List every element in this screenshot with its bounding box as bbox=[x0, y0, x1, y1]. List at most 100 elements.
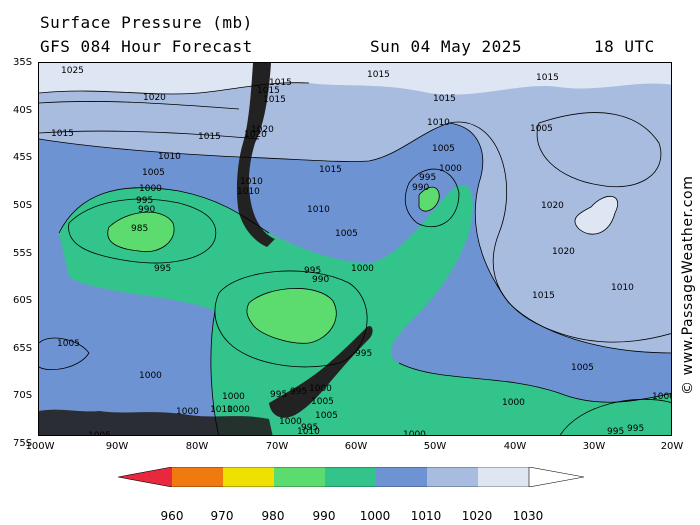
isobar-label: 1015 bbox=[319, 165, 342, 175]
colorbar-label: 980 bbox=[261, 509, 285, 523]
lon-label: 30W bbox=[582, 441, 606, 452]
isobar-label: 1000 bbox=[139, 371, 162, 381]
isobar-label: 1010 bbox=[237, 187, 260, 197]
isobar-label: 995 bbox=[627, 424, 644, 434]
isobar-label: 1000 bbox=[439, 164, 462, 174]
fill-990-north bbox=[419, 187, 440, 212]
isobar-label: 1015 bbox=[367, 70, 390, 80]
isobar-label: 1000 bbox=[403, 430, 426, 436]
isobar-label: 995 bbox=[290, 387, 307, 397]
land-antarctic-coast bbox=[39, 409, 273, 435]
colorbar-segment-990 bbox=[274, 467, 325, 487]
lon-label: 70W bbox=[265, 441, 289, 452]
isobar-label: 1000 bbox=[351, 264, 374, 274]
map-title: Surface Pressure (mb) bbox=[40, 13, 253, 32]
fill-1005-pocket bbox=[39, 338, 89, 370]
isobar-label: 1005 bbox=[571, 363, 594, 373]
isobar-label: 1005 bbox=[335, 229, 358, 239]
colorbar-label: 1030 bbox=[512, 509, 544, 523]
colorbar-label: 1020 bbox=[461, 509, 493, 523]
site-credit: © www.PassageWeather.com bbox=[680, 175, 696, 395]
isobar-label: 1015 bbox=[536, 73, 559, 83]
colorbar-label: 1010 bbox=[410, 509, 442, 523]
isobar-label: 1010 bbox=[210, 405, 233, 415]
isobar-label: 1005 bbox=[142, 168, 165, 178]
isobar-label: 1010 bbox=[307, 205, 330, 215]
isobar-label: 1015 bbox=[51, 129, 74, 139]
isobar-label: 1000 bbox=[652, 392, 672, 402]
isobar-label: 1000 bbox=[176, 407, 199, 417]
isobar-label: 1000 bbox=[502, 398, 525, 408]
isobar-label: 990 bbox=[312, 275, 329, 285]
isobar-label: 1020 bbox=[251, 125, 274, 135]
isobar-label: 1010 bbox=[240, 177, 263, 187]
colorbar bbox=[118, 467, 584, 487]
isobar-label: 1005 bbox=[311, 397, 334, 407]
lon-label: 60W bbox=[344, 441, 368, 452]
lat-label: 60S bbox=[13, 295, 33, 306]
colorbar-label: 970 bbox=[210, 509, 234, 523]
isobar-label: 1005 bbox=[88, 431, 111, 436]
colorbar-segment-1030 bbox=[478, 467, 529, 487]
isobar-label: 1015 bbox=[198, 132, 221, 142]
colorbar-arrow-high bbox=[528, 467, 584, 487]
land-south-america bbox=[236, 63, 275, 247]
lon-label: 50W bbox=[423, 441, 447, 452]
isobar-label: 1015 bbox=[532, 291, 555, 301]
isobar-label: 995 bbox=[154, 264, 171, 274]
isobar-label: 990 bbox=[138, 205, 155, 215]
lon-label: 20W bbox=[660, 441, 684, 452]
colorbar-segment-960 bbox=[118, 467, 172, 487]
isobar-label: 1010 bbox=[297, 427, 320, 436]
isobar-label: 995 bbox=[136, 196, 153, 206]
forecast-time: 18 UTC bbox=[594, 37, 655, 56]
colorbar-segment-970 bbox=[172, 467, 223, 487]
isobar-label: 1005 bbox=[530, 124, 553, 134]
isobar-label: 995 bbox=[270, 390, 287, 400]
isobar-label: 995 bbox=[301, 423, 318, 433]
colorbar-segment-1020 bbox=[427, 467, 478, 487]
isobar-label: 1020 bbox=[244, 130, 267, 140]
isobar-label-group: 1025 1015 1015 1015 1015 1015 1020 1015 … bbox=[51, 66, 672, 436]
isobar-label: 1025 bbox=[61, 66, 84, 76]
colorbar-outline bbox=[118, 467, 529, 487]
isobar-label: 1000 bbox=[309, 384, 332, 394]
lat-label: 55S bbox=[13, 248, 33, 259]
lon-label: 100W bbox=[25, 441, 55, 452]
land-antarctic-peninsula bbox=[269, 326, 373, 418]
pressure-map-svg: 1025 1015 1015 1015 1015 1015 1020 1015 … bbox=[39, 63, 672, 436]
colorbar-label: 960 bbox=[160, 509, 184, 523]
isobar-label: 1000 bbox=[227, 405, 250, 415]
lat-label: 75S bbox=[13, 438, 33, 449]
isobar-label: 995 bbox=[355, 349, 372, 359]
isobar-label: 1005 bbox=[57, 339, 80, 349]
fill-990-west bbox=[107, 212, 175, 252]
isobar-label: 1010 bbox=[158, 152, 181, 162]
isobar-label: 995 bbox=[304, 266, 321, 276]
isobar-label: 1005 bbox=[432, 144, 455, 154]
isobar-label: 1015 bbox=[433, 94, 456, 104]
isobar-label: 1020 bbox=[541, 201, 564, 211]
lon-label: 40W bbox=[503, 441, 527, 452]
isobar-lines bbox=[39, 82, 671, 435]
forecast-date: Sun 04 May 2025 bbox=[370, 37, 522, 56]
isobar-label: 990 bbox=[412, 183, 429, 193]
isobar-label: 1015 bbox=[263, 95, 286, 105]
colorbar-label: 990 bbox=[312, 509, 336, 523]
lon-label: 80W bbox=[185, 441, 209, 452]
colorbar-segment-980 bbox=[223, 467, 274, 487]
forecast-subtitle: GFS 084 Hour Forecast bbox=[40, 37, 253, 56]
isobar-label: 995 bbox=[607, 427, 624, 436]
colorbar-label: 1000 bbox=[359, 509, 391, 523]
isobar-label: 1000 bbox=[222, 392, 245, 402]
lat-label: 50S bbox=[13, 200, 33, 211]
lat-label: 40S bbox=[13, 105, 33, 116]
isobar-label: 995 bbox=[419, 173, 436, 183]
fill-1000 bbox=[59, 185, 671, 435]
isobar-label: 1020 bbox=[552, 247, 575, 257]
isobar-label: 1015 bbox=[257, 86, 280, 96]
isobar-label: 1010 bbox=[611, 283, 634, 293]
isobar-label: 1005 bbox=[315, 411, 338, 421]
isobar-label: 1015 bbox=[269, 78, 292, 88]
colorbar-segment-1000 bbox=[325, 467, 376, 487]
